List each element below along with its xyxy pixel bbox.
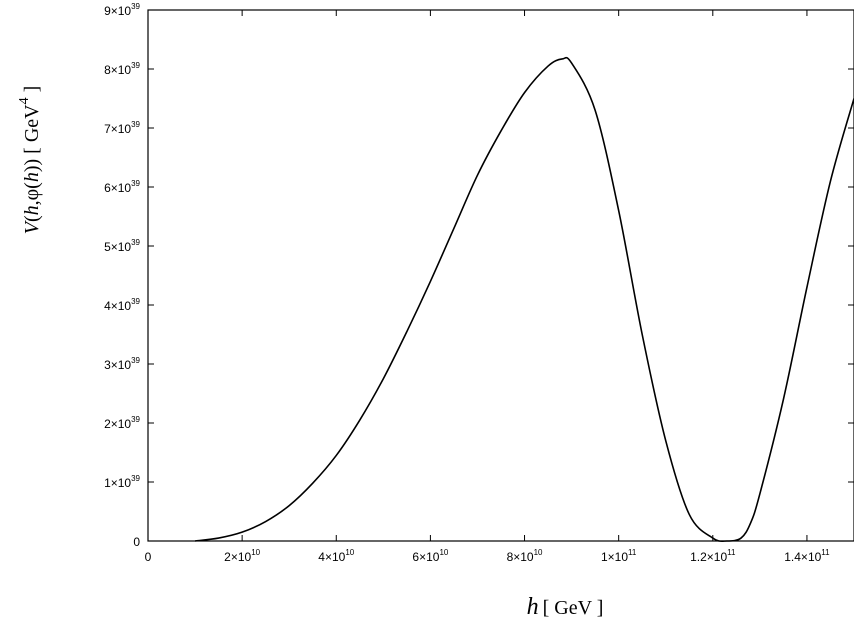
y-tick-label: 3×1039	[104, 356, 140, 372]
x-tick-label: 1.4×1011	[784, 548, 830, 564]
x-tick-label: 4×1010	[318, 548, 354, 564]
y-axis-label: V(h,φ(h)) [ GeV4 ]	[17, 86, 43, 235]
x-tick-label: 1×1011	[601, 548, 637, 564]
y-tick-label: 0	[133, 535, 140, 549]
x-tick-label: 0	[145, 550, 152, 564]
x-tick-label: 1.2×1011	[690, 548, 736, 564]
plot-border	[147, 9, 854, 542]
y-tick-label: 8×1039	[104, 61, 140, 77]
y-tick-label: 6×1039	[104, 179, 140, 195]
y-tick-label: 7×1039	[104, 120, 140, 136]
x-axis-label: h[ GeV ]	[527, 594, 604, 620]
plot-area	[194, 56, 854, 543]
x-tick-label: 2×1010	[224, 548, 260, 564]
x-tick-label: 8×1010	[507, 548, 543, 564]
y-tick-label: 4×1039	[104, 297, 140, 313]
y-axis-ticks: 0 1×1039 2×1039 3×1039 4×1039 5×1039 6×1039 7×1…	[104, 2, 854, 549]
y-tick-label: 1×1039	[104, 474, 140, 490]
y-tick-label: 2×1039	[104, 415, 140, 431]
series-line-0	[194, 56, 854, 543]
y-tick-label: 9×1039	[104, 2, 140, 18]
x-tick-label: 6×1010	[412, 548, 448, 564]
x-axis-ticks: 0 2×1010 4×1010 6×1010 8×1010 1×1011 1.2×1011 1…	[145, 10, 830, 564]
y-tick-label: 5×1039	[104, 238, 140, 254]
plot-frame	[147, 9, 854, 542]
